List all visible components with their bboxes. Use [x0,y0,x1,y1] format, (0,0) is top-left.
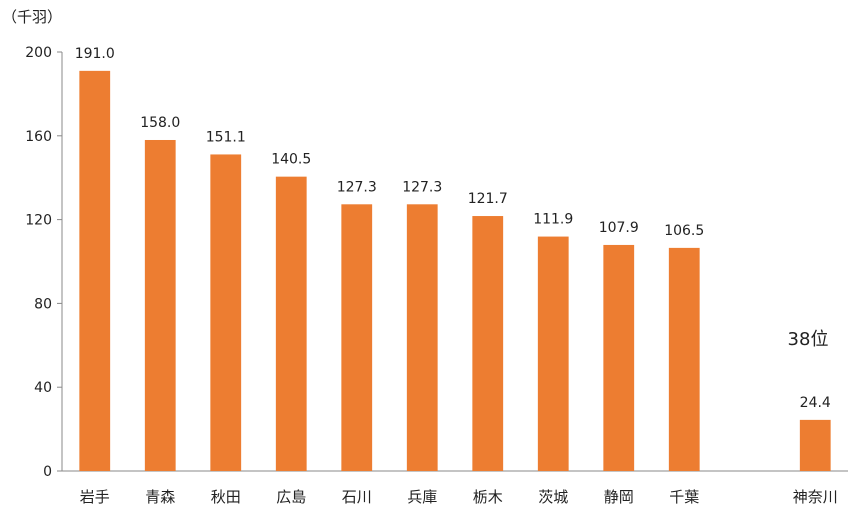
data-label: 127.3 [337,179,377,195]
data-label: 106.5 [664,223,704,239]
bars [79,70,831,472]
category-label: 秋田 [211,488,241,506]
bar [275,176,307,471]
data-label: 127.3 [402,179,442,195]
category-label: 青森 [145,488,175,506]
bar [472,216,504,471]
data-label: 121.7 [468,191,508,207]
category-label: 岩手 [80,488,110,506]
bar [799,419,831,471]
y-tick-label: 200 [25,45,52,61]
bar [341,204,373,471]
category-label: 神奈川 [793,488,838,506]
unit-label: （千羽） [2,8,62,26]
bar [603,244,635,471]
category-label: 石川 [342,488,372,506]
data-label: 151.1 [206,129,246,145]
data-labels: 191.0 158.0 151.1 140.5 127.3 127.3 121.7 111.9… [75,46,831,411]
bar [406,204,438,471]
data-label: 158.0 [140,115,180,131]
category-label: 千葉 [669,488,699,506]
category-label: 広島 [276,488,306,506]
category-label: 栃木 [473,488,503,506]
y-tick-label: 120 [25,213,52,229]
category-label: 茨城 [538,488,568,506]
bar [79,70,111,471]
bar [144,139,176,472]
y-tick-label: 160 [25,129,52,145]
category-label: 兵庫 [407,488,437,506]
bar [537,236,569,471]
category-labels: 岩手 青森 秋田 広島 石川 兵庫 栃木 茨城 静岡 千葉 神奈川 [80,488,838,506]
y-tick-label: 0 [43,464,52,480]
bar [668,247,700,471]
data-label: 111.9 [533,212,573,228]
data-label: 191.0 [75,46,115,62]
y-axis-ticks: 0 40 80 120 160 200 [25,45,62,480]
data-label: 107.9 [599,220,639,236]
data-label: 140.5 [271,152,311,168]
rank-annotation: 38位 [788,329,829,350]
bar [210,154,242,471]
y-tick-label: 80 [34,296,52,312]
data-label: 24.4 [800,395,831,411]
category-label: 静岡 [604,488,634,506]
y-tick-label: 40 [34,380,52,396]
